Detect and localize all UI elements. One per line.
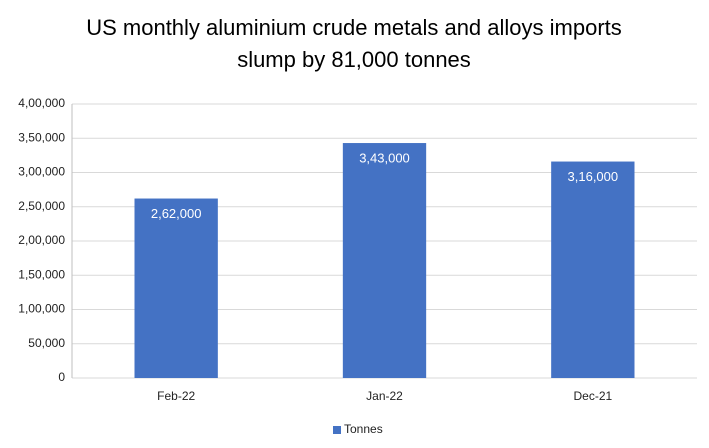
x-tick-label: Feb-22	[157, 389, 195, 403]
chart-title: US monthly aluminium crude metals and al…	[86, 15, 622, 72]
y-tick-label: 1,00,000	[18, 302, 65, 316]
bar	[551, 161, 635, 378]
y-tick-label: 3,00,000	[18, 165, 65, 179]
y-tick-label: 1,50,000	[18, 267, 65, 281]
value-label: 3,43,000	[359, 150, 410, 165]
x-tick-label: Jan-22	[366, 389, 403, 403]
y-tick-label: 2,00,000	[18, 233, 65, 247]
y-tick-label: 50,000	[28, 336, 65, 350]
y-tick-label: 4,00,000	[18, 96, 65, 110]
y-tick-label: 3,50,000	[18, 130, 65, 144]
bar	[134, 198, 218, 378]
legend-swatch	[333, 426, 341, 434]
value-label: 3,16,000	[568, 169, 619, 184]
y-tick-label: 0	[58, 370, 65, 384]
bar	[342, 143, 427, 378]
value-label: 2,62,000	[151, 206, 202, 221]
x-tick-label: Dec-21	[573, 389, 612, 403]
legend-label: Tonnes	[344, 422, 383, 436]
y-tick-label: 2,50,000	[18, 199, 65, 213]
